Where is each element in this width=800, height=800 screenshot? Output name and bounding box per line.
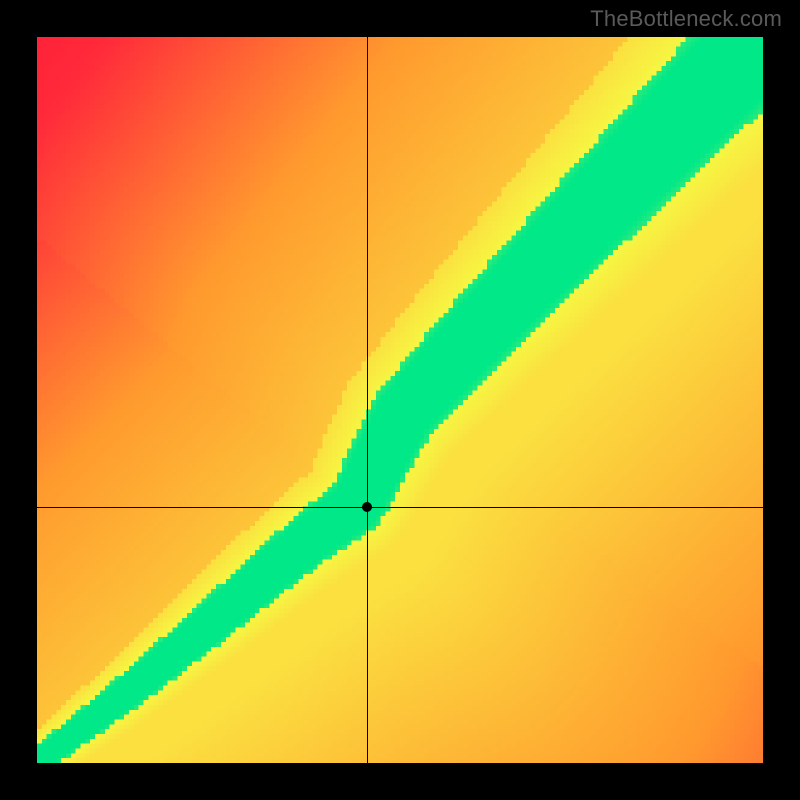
watermark-text: TheBottleneck.com xyxy=(590,6,782,32)
heatmap-canvas xyxy=(37,37,763,763)
chart-container: TheBottleneck.com xyxy=(0,0,800,800)
crosshair-horizontal xyxy=(37,507,763,508)
plot-frame xyxy=(37,37,763,763)
crosshair-vertical xyxy=(367,37,368,763)
